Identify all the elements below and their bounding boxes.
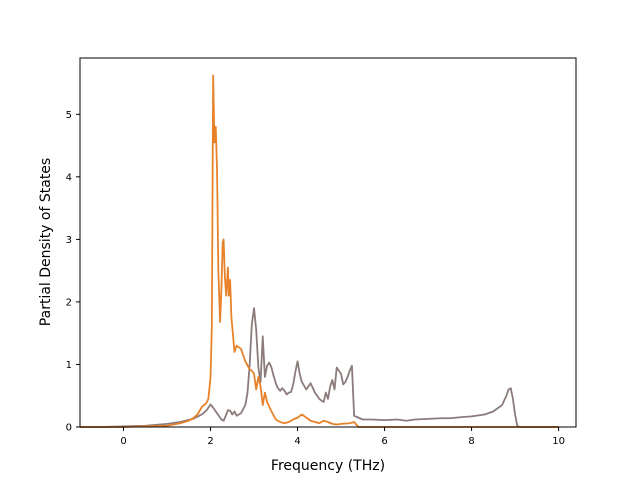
series-line-2 [80,74,559,428]
plot-frame [79,57,577,428]
x-tick-label: 8 [468,436,474,447]
axes-layer: 0 2 4 6 8 10 0 1 2 3 4 5 [66,110,565,447]
y-tick-label: 5 [66,110,72,121]
x-tick-label: 4 [294,436,300,447]
y-tick-label: 4 [66,172,72,183]
series-line-1 [80,307,559,428]
series-layer [80,74,559,428]
y-axis-title: Partial Density of States [38,158,54,326]
x-tick-label: 2 [207,436,213,447]
x-axis-title: Frequency (THz) [271,458,385,474]
x-tick-label: 10 [552,436,565,447]
plot-background [80,58,576,427]
y-tick-label: 1 [66,360,72,371]
y-tick-label: 0 [66,423,72,434]
y-tick-label: 2 [66,297,72,308]
x-tick-label: 6 [381,436,387,447]
y-tick-label: 3 [66,235,72,246]
x-tick-label: 0 [120,436,126,447]
